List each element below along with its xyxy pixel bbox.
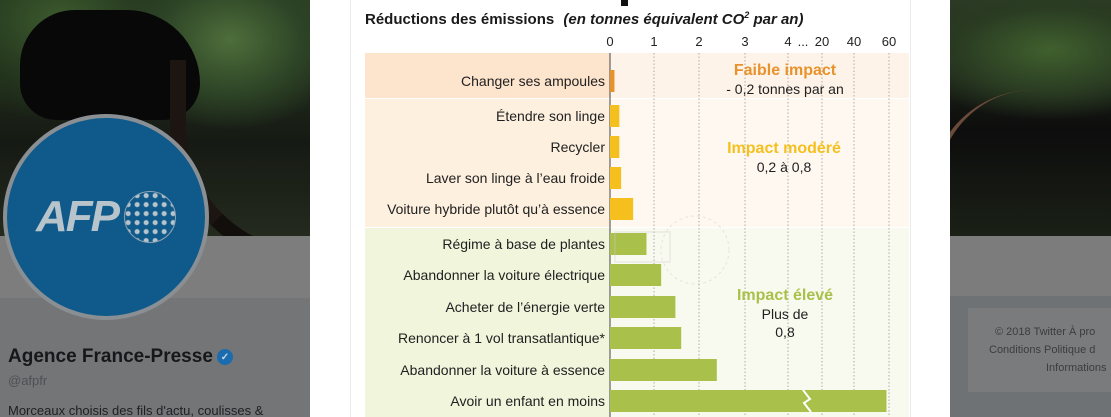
bar: [610, 105, 620, 127]
bar: [610, 296, 676, 318]
footer-links[interactable]: Conditions Politique d: [989, 344, 1096, 356]
bar: [610, 167, 622, 189]
emissions-chart: Réductions des émissions (en tonnes équi…: [365, 0, 909, 417]
category-label: Étendre son linge: [496, 108, 605, 124]
category-label: Acheter de l’énergie verte: [445, 299, 605, 315]
group-band-1: [365, 99, 610, 227]
chart-subtitle-sup: 2: [743, 10, 749, 20]
x-tick-label: 0: [606, 34, 613, 49]
bar: [610, 359, 717, 381]
group-band-2: [365, 228, 610, 417]
group-range-label: 0,2 à 0,8: [757, 159, 812, 175]
footer-info[interactable]: Informations: [1046, 362, 1107, 374]
group-range-label: 0,8: [775, 324, 795, 340]
chart-title-main: Réductions des émissions: [365, 11, 554, 28]
x-tick-label: 20: [815, 34, 829, 49]
category-label: Régime à base de plantes: [442, 236, 605, 252]
footer-card: © 2018 Twitter À pro Conditions Politiqu…: [968, 308, 1111, 392]
x-tick-label: 3: [741, 34, 748, 49]
afp-logo-text: AFP: [36, 192, 120, 241]
verified-badge-icon: ✓: [216, 349, 233, 365]
group-band-plot-2: [610, 228, 909, 417]
bar: [610, 327, 682, 349]
bar: [610, 390, 887, 412]
group-range-label: - 0,2 tonnes par an: [726, 81, 844, 97]
group-band-0: [365, 53, 610, 98]
chart-subtitle-prefix: (en tonnes équivalent CO: [563, 11, 744, 28]
group-name-label: Faible impact: [734, 62, 837, 79]
category-label: Abandonner la voiture électrique: [403, 267, 605, 283]
afp-logo: AFP: [36, 191, 176, 243]
watermark-letters: [614, 231, 671, 263]
category-label: Voiture hybride plutôt qu’à essence: [387, 201, 605, 217]
x-tick-label: 40: [847, 34, 861, 49]
modal-divider-left: [350, 0, 351, 417]
bar: [610, 264, 662, 286]
group-band-plot-1: [610, 99, 909, 227]
x-tick-label: 2: [695, 34, 702, 49]
category-label: Laver son linge à l’eau froide: [426, 170, 605, 186]
globe-icon: [124, 191, 176, 243]
category-label: Recycler: [551, 139, 606, 155]
profile-column: AFP Agence France-Presse ✓ @afpfr Morcea…: [0, 0, 310, 417]
x-tick-label: 60: [882, 34, 896, 49]
media-modal: Réductions des émissions (en tonnes équi…: [310, 0, 950, 417]
category-label: Avoir un enfant en moins: [450, 393, 605, 409]
right-column: © 2018 Twitter À pro Conditions Politiqu…: [950, 0, 1111, 417]
bar: [610, 233, 647, 255]
axis-break-mark: [802, 389, 812, 413]
chart-title: Réductions des émissions (en tonnes équi…: [365, 10, 803, 28]
group-name-label: Impact modéré: [727, 140, 841, 157]
group-range-label: Plus de: [762, 306, 809, 322]
group-name-label: Impact élevé: [737, 287, 833, 304]
profile-card: [0, 298, 310, 417]
chart-subtitle-suffix: par an): [749, 11, 803, 28]
category-label: Abandonner la voiture à essence: [400, 362, 605, 378]
profile-bio: Morceaux choisis des fils d'actu, coulis…: [8, 403, 264, 417]
group-band-plot-0: [610, 53, 909, 98]
profile-handle[interactable]: @afpfr: [8, 373, 48, 388]
avatar[interactable]: AFP: [3, 114, 209, 320]
profile-name[interactable]: Agence France-Presse ✓: [8, 346, 233, 368]
bar: [610, 198, 634, 220]
x-tick-label: 4: [784, 34, 791, 49]
profile-name-text[interactable]: Agence France-Presse: [8, 346, 213, 367]
bar: [610, 70, 615, 92]
modal-divider-right: [910, 0, 911, 417]
right-cover-photo: [950, 0, 1111, 296]
x-tick-label: 1: [650, 34, 657, 49]
category-label: Changer ses ampoules: [461, 73, 605, 89]
x-tick-label: ...: [798, 34, 809, 49]
category-label: Renoncer à 1 vol transatlantique*: [398, 330, 606, 346]
afp-watermark: [614, 215, 730, 285]
watermark-globe: [660, 215, 730, 285]
right-nav-band: [950, 236, 1111, 296]
bar: [610, 136, 620, 158]
title-cutoff-glyph: [621, 0, 628, 6]
footer-copyright[interactable]: © 2018 Twitter À pro: [995, 326, 1096, 338]
